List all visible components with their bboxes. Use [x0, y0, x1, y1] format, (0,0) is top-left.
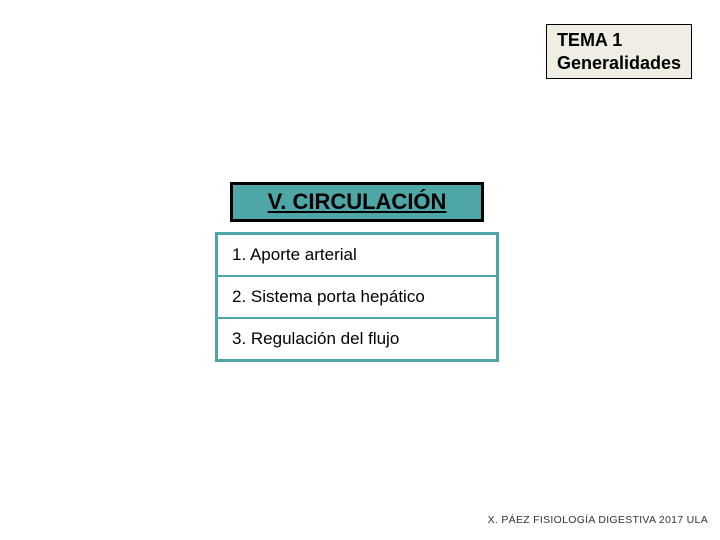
outline-list: 1. Aporte arterial 2. Sistema porta hepá…: [215, 232, 499, 362]
list-item: 3. Regulación del flujo: [218, 319, 496, 359]
footer-text: X. PÁEZ FISIOLOGÍA DIGESTIVA 2017 ULA: [488, 514, 708, 526]
topic-badge: TEMA 1 Generalidades: [546, 24, 692, 79]
badge-line-2: Generalidades: [557, 52, 681, 75]
list-item: 2. Sistema porta hepático: [218, 277, 496, 319]
section-heading: V. CIRCULACIÓN: [230, 182, 484, 222]
badge-line-1: TEMA 1: [557, 29, 681, 52]
list-item: 1. Aporte arterial: [218, 235, 496, 277]
